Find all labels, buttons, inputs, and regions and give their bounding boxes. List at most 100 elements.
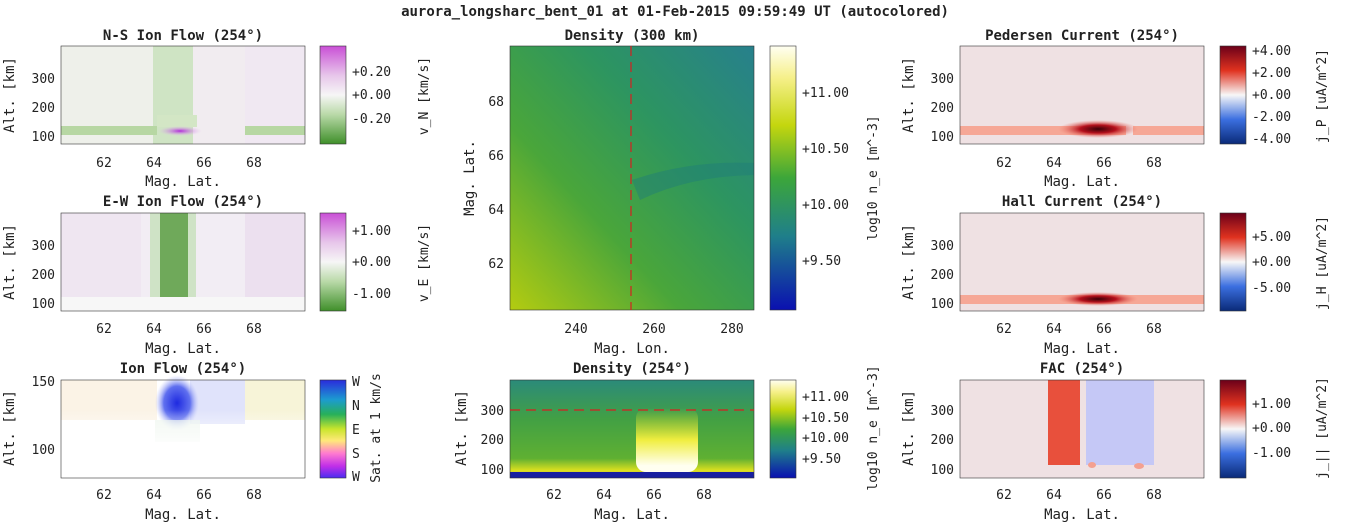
y-axis-label: Alt. [km] — [901, 224, 917, 300]
colorbar-tick: -5.00 — [1252, 281, 1291, 296]
y-axis: 300 200 100 Alt. [km] — [901, 224, 954, 312]
x-tick-label: 280 — [720, 322, 743, 337]
colorbar-tick: +10.50 — [802, 411, 849, 426]
y-tick-label: 300 — [32, 72, 55, 87]
y-tick-label: 300 — [481, 404, 504, 419]
x-tick-label: 66 — [1096, 488, 1112, 503]
colorbar-tick: +0.00 — [1252, 255, 1291, 270]
panel-title: FAC (254°) — [1040, 361, 1124, 377]
x-tick-label: 64 — [146, 156, 162, 171]
x-axis-label: Mag. Lon. — [594, 341, 670, 357]
x-tick-label: 68 — [246, 488, 262, 503]
y-tick-label: 200 — [481, 433, 504, 448]
panel-title: Pedersen Current (254°) — [985, 28, 1179, 44]
panel-fac: FAC (254°) 300 200 100 Alt. [km] 62 64 6… — [901, 361, 1330, 523]
colorbar-tick: +1.00 — [1252, 397, 1291, 412]
heatmap-field — [61, 213, 305, 311]
y-tick-label: 300 — [931, 72, 954, 87]
x-tick-label: 68 — [1146, 322, 1162, 337]
colorbar-tick: W — [352, 375, 360, 390]
x-tick-label: 64 — [146, 488, 162, 503]
colorbar: +4.00 +2.00 +0.00 -2.00 -4.00 j_P [uA/m^… — [1219, 44, 1330, 147]
y-tick-label: 100 — [32, 443, 55, 458]
y-tick-label: 200 — [931, 101, 954, 116]
x-tick-label: 62 — [996, 488, 1012, 503]
y-axis: 300 200 100 Alt. [km] — [2, 57, 55, 145]
panel-ns-ion-flow: N-S Ion Flow (254°) 300 200 100 Alt. [km… — [2, 28, 432, 190]
y-tick-label: 300 — [931, 404, 954, 419]
y-tick-label: 100 — [931, 130, 954, 145]
y-tick-label: 64 — [488, 203, 504, 218]
panel-title: Hall Current (254°) — [1002, 194, 1162, 210]
panel-title: Density (254°) — [573, 361, 691, 377]
y-tick-label: 100 — [32, 297, 55, 312]
colorbar: W N E S W Sat. at 1 km/s — [319, 373, 384, 485]
colorbar-label: Sat. at 1 km/s — [369, 373, 384, 483]
colorbar-tick: +4.00 — [1252, 44, 1291, 59]
x-tick-label: 68 — [246, 322, 262, 337]
heatmap-field — [510, 46, 754, 310]
x-tick-label: 64 — [1046, 322, 1062, 337]
x-tick-label: 66 — [196, 156, 212, 171]
x-axis-label: Mag. Lat. — [1044, 341, 1120, 357]
y-tick-label: 62 — [488, 257, 504, 272]
x-tick-label: 68 — [246, 156, 262, 171]
y-tick-label: 100 — [32, 130, 55, 145]
y-axis: 150 100 Alt. [km] — [2, 375, 55, 466]
y-tick-label: 100 — [931, 463, 954, 478]
y-axis: 68 66 64 62 Mag. Lat. — [462, 95, 504, 272]
x-tick-label: 240 — [564, 322, 587, 337]
colorbar-tick: +11.00 — [802, 390, 849, 405]
x-axis: 240 260 280 Mag. Lon. — [564, 322, 743, 357]
colorbar-label: log10 n_e [m^-3] — [866, 365, 881, 490]
panel-ion-flow: Ion Flow (254°) 150 100 Alt. [km] 62 64 … — [2, 361, 384, 523]
colorbar-tick: +9.50 — [802, 452, 841, 467]
panel-title: E-W Ion Flow (254°) — [103, 194, 263, 210]
x-tick-label: 62 — [96, 156, 112, 171]
colorbar-tick: +5.00 — [1252, 230, 1291, 245]
y-tick-label: 66 — [488, 149, 504, 164]
x-axis-label: Mag. Lat. — [145, 507, 221, 523]
x-axis: 62 64 66 68 Mag. Lat. — [546, 488, 712, 523]
colorbar-tick: N — [352, 399, 360, 414]
colorbar: +11.00 +10.50 +10.00 +9.50 log10 n_e [m^… — [769, 45, 881, 311]
x-tick-label: 66 — [1096, 322, 1112, 337]
heatmap-field — [960, 380, 1204, 478]
x-axis: 62 64 66 68 Mag. Lat. — [996, 488, 1162, 523]
colorbar: +1.00 +0.00 -1.00 j_|| [uA/m^2] — [1219, 377, 1330, 479]
x-tick-label: 64 — [1046, 156, 1062, 171]
colorbar-tick: +10.00 — [802, 198, 849, 213]
y-tick-label: 100 — [931, 297, 954, 312]
heatmap-field — [61, 375, 305, 478]
panel-density-300km: Density (300 km) 68 66 64 62 Mag. Lat. 2… — [462, 28, 881, 357]
y-tick-label: 200 — [931, 268, 954, 283]
panel-title: Ion Flow (254°) — [120, 361, 246, 377]
heatmap-field — [960, 46, 1204, 144]
y-axis-label: Alt. [km] — [454, 390, 470, 466]
y-tick-label: 200 — [931, 433, 954, 448]
colorbar-tick: -2.00 — [1252, 110, 1291, 125]
colorbar-tick: -1.00 — [352, 287, 391, 302]
x-tick-label: 64 — [146, 322, 162, 337]
y-axis: 300 200 100 Alt. [km] — [454, 390, 504, 478]
colorbar-tick: +11.00 — [802, 86, 849, 101]
x-tick-label: 68 — [1146, 156, 1162, 171]
y-axis-label: Mag. Lat. — [462, 140, 478, 216]
heatmap-field — [510, 380, 754, 478]
x-axis-label: Mag. Lat. — [594, 507, 670, 523]
colorbar-tick: S — [352, 447, 360, 462]
x-tick-label: 62 — [996, 322, 1012, 337]
panel-title: Density (300 km) — [565, 28, 700, 44]
y-axis: 300 200 100 Alt. [km] — [2, 224, 55, 312]
x-tick-label: 62 — [96, 322, 112, 337]
colorbar-tick: +1.00 — [352, 224, 391, 239]
heatmap-field — [960, 213, 1204, 311]
colorbar-tick: +9.50 — [802, 254, 841, 269]
x-axis: 62 64 66 68 Mag. Lat. — [96, 322, 262, 357]
x-axis: 62 64 66 68 Mag. Lat. — [996, 322, 1162, 357]
colorbar-label: j_P [uA/m^2] — [1315, 49, 1330, 143]
colorbar-tick: +10.50 — [802, 142, 849, 157]
colorbar: +0.20 +0.00 -0.20 v_N [km/s] — [319, 45, 432, 145]
x-tick-label: 66 — [646, 488, 662, 503]
x-tick-label: 68 — [1146, 488, 1162, 503]
